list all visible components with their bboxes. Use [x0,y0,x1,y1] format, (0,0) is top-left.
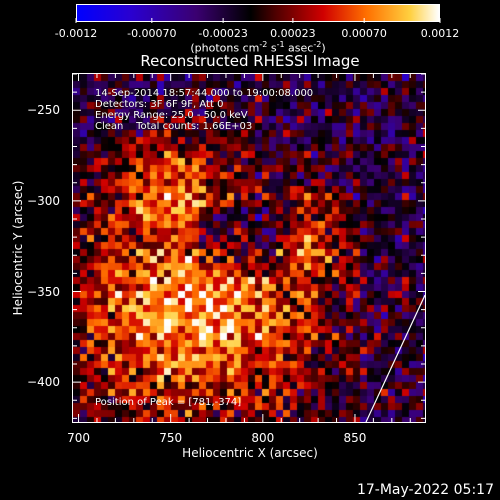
colorbar-tick-label: -0.00070 [127,27,177,40]
plot-area: 14-Sep-2014 18:57:44.000 to 19:00:08.000… [72,73,426,423]
x-axis-label: Heliocentric X (arcsec) [182,446,318,460]
peak-position-label: Position of Peak = [781,-374] [95,397,242,408]
x-tick-label: 700 [67,431,90,445]
info-energy-range: Energy Range: 25.0 - 50.0 keV [95,110,248,121]
y-axis-label: Heliocentric Y (arcsec) [11,180,25,316]
info-time-range: 14-Sep-2014 18:57:44.000 to 19:00:08.000 [95,88,314,99]
colorbar-tick-label: -0.00023 [198,27,248,40]
info-detectors: Detectors: 3F 6F 9F, Att 0 [95,99,224,110]
colorbar-tick-label: -0.0012 [54,27,98,40]
y-tick-label: −250 [27,103,60,118]
info-total-counts: Clean Total counts: 1.66E+03 [95,121,253,132]
y-tick-label: −300 [27,193,60,208]
x-tick-label: 850 [343,431,367,445]
chart-title: Reconstructed RHESSI Image [140,52,360,70]
colorbar-tick-label: 0.00023 [270,27,316,40]
x-tick-label: 750 [159,431,183,445]
y-tick-label: −400 [27,375,60,390]
y-tick-label: −350 [27,284,60,299]
colorbar [76,4,440,22]
colorbar-units: (photons cm-2 s-1 asec-2) [190,40,326,55]
colorbar-tick-label: 0.00070 [341,27,387,40]
colorbar-tick-label: 0.0012 [420,27,460,40]
footer-date: 17-May-2022 05:17 [356,482,494,498]
x-tick-label: 800 [251,431,275,445]
